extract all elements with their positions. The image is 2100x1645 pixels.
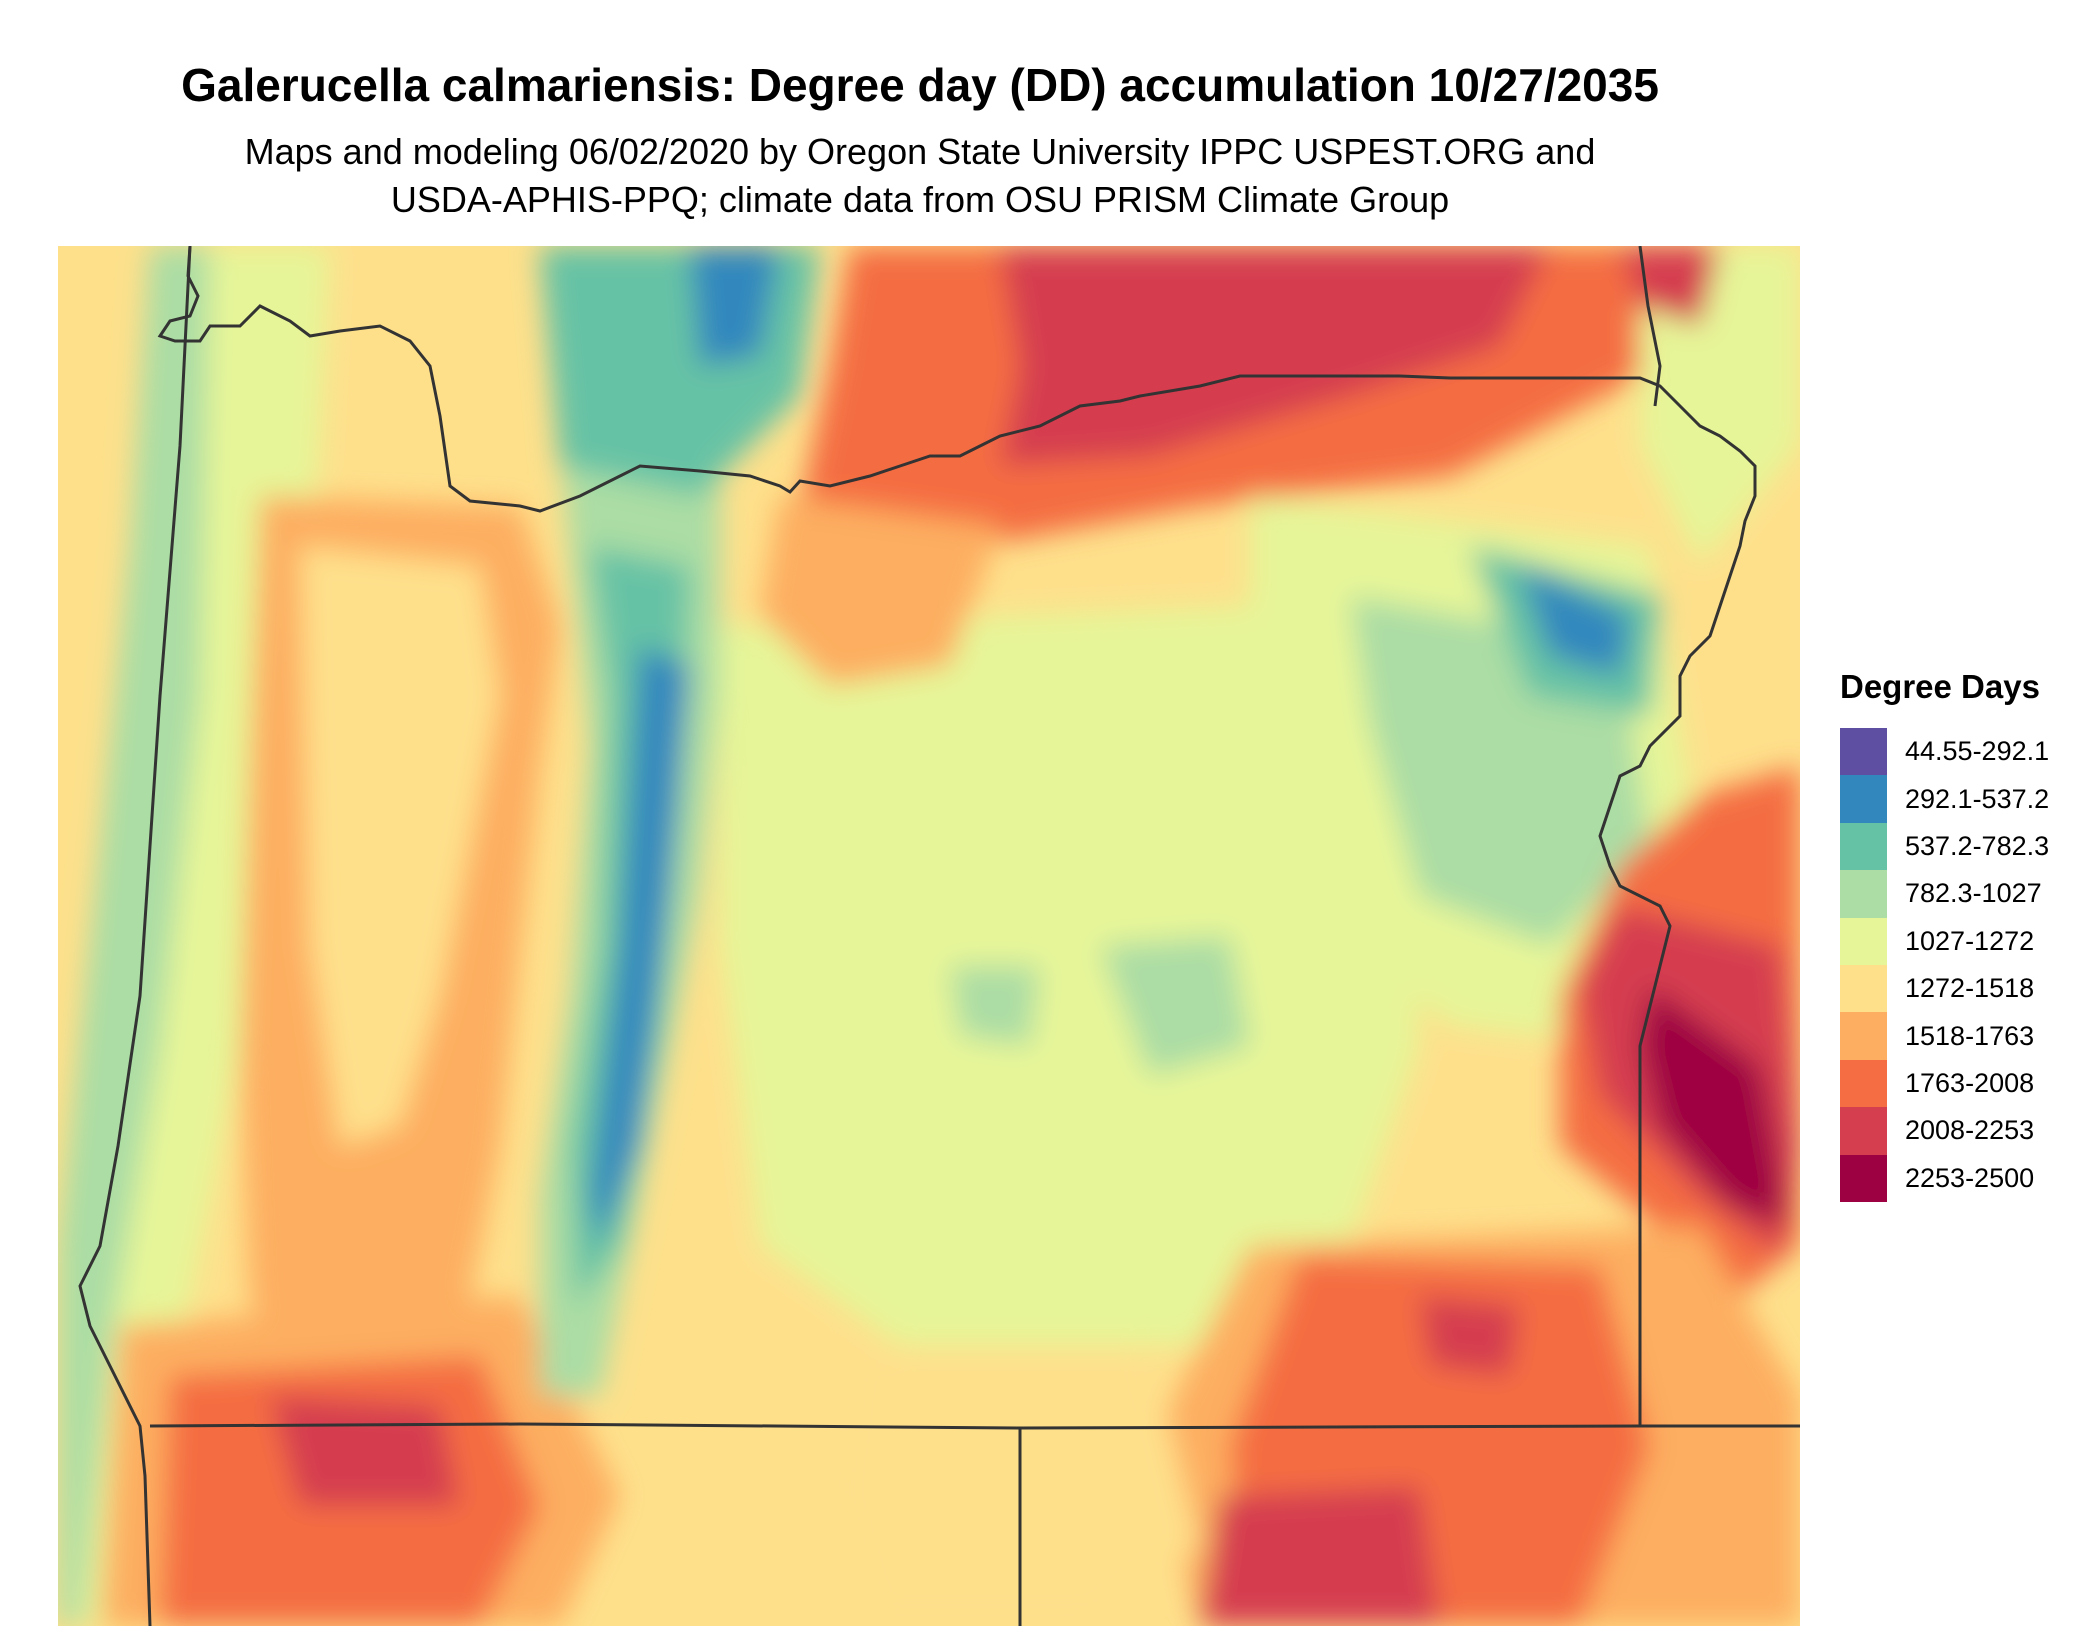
subtitle-line-2: USDA-APHIS-PPQ; climate data from OSU PR… [390,179,1450,220]
legend: Degree Days 44.55-292.1 292.1-537.2 537.2-… [1840,668,2090,1202]
state-boundaries [78,246,1800,1626]
legend-label: 1763-2008 [1905,1067,2035,1098]
legend-items: 44.55-292.1 292.1-537.2 537.2-782.3 782.3-1… [1840,728,2090,1202]
legend-item: 1027-1272 [1840,917,2090,965]
legend-item: 537.2-782.3 [1840,822,2090,871]
degree-day-raster [58,246,1800,1626]
legend-swatch [1840,1012,1887,1060]
legend-swatch [1840,1107,1887,1155]
legend-swatch [1840,917,1887,965]
legend-item: 44.55-292.1 [1840,728,2090,776]
legend-item: 2008-2253 [1840,1107,2090,1155]
subtitle-line-1: Maps and modeling 06/02/2020 by Oregon S… [244,131,1596,172]
legend-swatch [1840,964,1887,1013]
legend-item: 2253-2500 [1840,1154,2090,1202]
map-canvas [58,246,1800,1626]
legend-item: 1763-2008 [1840,1059,2090,1108]
legend-swatch [1840,1154,1887,1202]
legend-label: 2008-2253 [1905,1115,2035,1146]
legend-swatch [1840,728,1887,776]
map-subtitle: Maps and modeling 06/02/2020 by Oregon S… [0,128,1840,224]
legend-swatch [1840,822,1887,871]
legend-item: 1272-1518 [1840,964,2090,1013]
legend-title: Degree Days [1840,668,2040,705]
legend-label: 2253-2500 [1905,1162,2035,1193]
legend-item: 1518-1763 [1840,1012,2090,1060]
legend-label: 537.2-782.3 [1905,830,2050,861]
legend-swatch [1840,1059,1887,1108]
legend-item: 782.3-1027 [1840,870,2090,918]
legend-label: 1027-1272 [1905,925,2035,956]
map-title: Galerucella calmariensis: Degree day (DD… [181,59,1659,111]
legend-item: 292.1-537.2 [1840,775,2090,823]
legend-label: 292.1-537.2 [1905,783,2050,814]
legend-swatch [1840,775,1887,823]
legend-label: 782.3-1027 [1905,878,2042,909]
legend-swatch [1840,870,1887,918]
legend-label: 1272-1518 [1905,973,2035,1004]
legend-label: 1518-1763 [1905,1020,2035,1051]
degree-day-map [0,246,1800,1626]
legend-label: 44.55-292.1 [1905,736,2050,767]
